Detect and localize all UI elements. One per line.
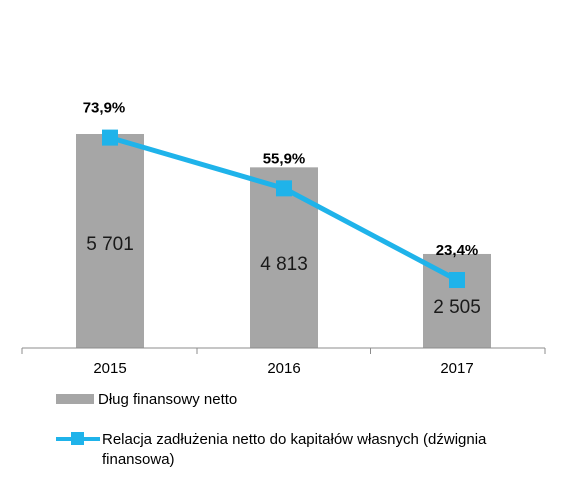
legend-item-bar: Dług finansowy netto [56,390,237,410]
bar-value-label: 2 505 [433,297,481,318]
line-marker-2016 [276,180,292,197]
x-tick-label: 2017 [440,360,473,377]
x-tick-label: 2016 [267,360,300,377]
legend-line-label: Relacja zadłużenia netto do kapitałów wł… [102,431,487,468]
bar-value-label: 5 701 [86,234,134,255]
line-value-label: 55,9% [263,150,306,167]
bar-value-label: 4 813 [260,254,308,275]
line-marker-2015 [102,129,118,146]
legend-bar-swatch [56,394,94,404]
legend-item-line: Relacja zadłużenia netto do kapitałów wł… [56,430,536,470]
bar-2016 [250,167,318,348]
legend-line-swatch [56,430,100,448]
x-tick-label: 2015 [93,360,126,377]
legend-line: Relacja zadłużenia netto do kapitałów wł… [56,430,536,470]
bars-group [76,134,491,348]
bar-2015 [76,134,144,348]
line-marker-2017 [449,272,465,289]
labels-group: 5 701 4 813 2 505 73,9% 55,9% 23,4% [83,100,481,318]
line-value-label: 23,4% [436,242,479,259]
legend-bar-label: Dług finansowy netto [98,391,238,408]
x-ticks-group: 2015 2016 2017 [21,348,546,377]
line-value-label: 73,9% [83,100,126,117]
legend: Dług finansowy netto [56,390,237,410]
line-series-group [102,129,465,289]
